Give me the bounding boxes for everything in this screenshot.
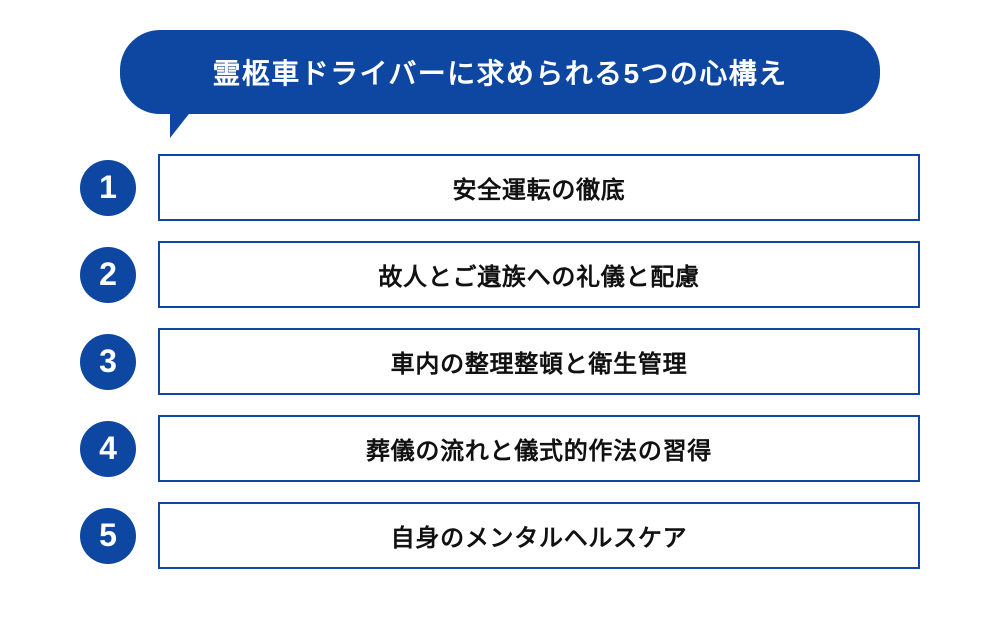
list-item: 1 安全運転の徹底	[80, 154, 920, 221]
numbered-list: 1 安全運転の徹底 2 故人とご遺族への礼儀と配慮 3 車内の整理整頓と衛生管理…	[50, 154, 950, 569]
item-box: 自身のメンタルヘルスケア	[158, 502, 920, 569]
item-box: 車内の整理整頓と衛生管理	[158, 328, 920, 395]
list-item: 4 葬儀の流れと儀式的作法の習得	[80, 415, 920, 482]
title-speech-bubble: 霊柩車ドライバーに求められる5つの心構え	[120, 30, 880, 114]
list-item: 2 故人とご遺族への礼儀と配慮	[80, 241, 920, 308]
item-box: 安全運転の徹底	[158, 154, 920, 221]
number-badge: 1	[80, 160, 136, 216]
number-badge: 5	[80, 508, 136, 564]
list-item: 3 車内の整理整頓と衛生管理	[80, 328, 920, 395]
number-badge: 3	[80, 334, 136, 390]
title-text: 霊柩車ドライバーに求められる5つの心構え	[170, 52, 830, 92]
item-box: 葬儀の流れと儀式的作法の習得	[158, 415, 920, 482]
number-badge: 2	[80, 247, 136, 303]
number-badge: 4	[80, 421, 136, 477]
item-box: 故人とご遺族への礼儀と配慮	[158, 241, 920, 308]
list-item: 5 自身のメンタルヘルスケア	[80, 502, 920, 569]
